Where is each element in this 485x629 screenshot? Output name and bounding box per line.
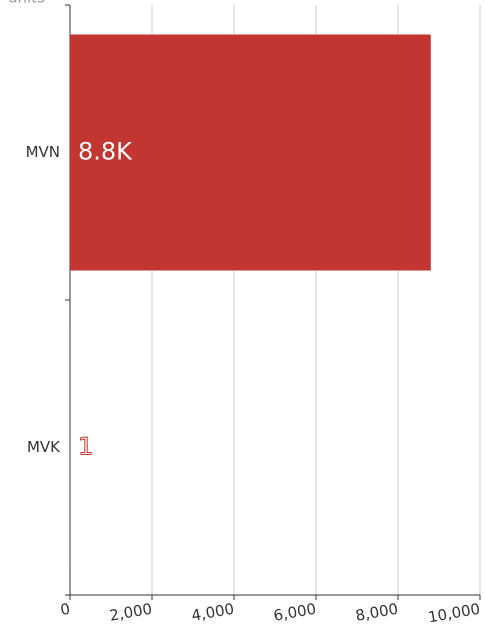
bar	[70, 34, 431, 271]
x-tick-label: 10,000	[427, 600, 482, 627]
x-tick-label: 2,000	[108, 600, 153, 625]
x-tick-label: 4,000	[190, 600, 235, 625]
x-tick-label: 6,000	[272, 600, 317, 625]
x-tick-label: 0	[59, 600, 72, 619]
value-label: 1	[78, 433, 93, 461]
y-tick-label: MVK	[27, 438, 61, 456]
axis-label: units	[8, 0, 45, 7]
value-label: 8.8K	[78, 138, 133, 166]
y-tick-label: MVN	[26, 143, 60, 161]
x-tick-label: 8,000	[354, 600, 399, 625]
